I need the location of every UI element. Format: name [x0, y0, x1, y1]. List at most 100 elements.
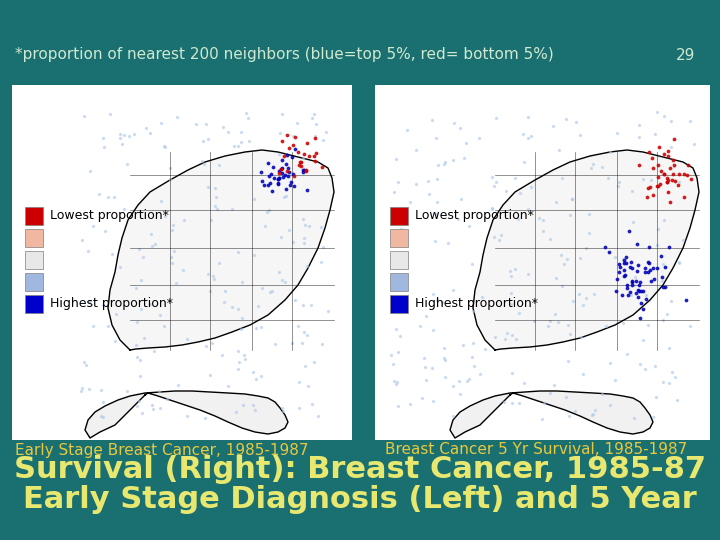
Point	[301, 331, 312, 340]
Point	[657, 377, 669, 386]
Point	[523, 133, 534, 142]
Point	[310, 132, 321, 140]
Point	[635, 287, 647, 295]
Point	[303, 151, 315, 160]
Text: Lowest proportion*: Lowest proportion*	[50, 210, 169, 222]
Point	[294, 158, 306, 166]
Point	[440, 356, 451, 364]
Point	[320, 127, 332, 136]
Point	[308, 151, 320, 160]
Point	[154, 310, 166, 319]
Point	[613, 267, 625, 276]
Point	[651, 181, 662, 190]
Point	[103, 322, 114, 330]
Point	[250, 375, 261, 383]
Point	[548, 380, 559, 389]
Point	[427, 289, 438, 298]
Point	[442, 238, 454, 247]
Point	[248, 194, 260, 203]
Point	[622, 291, 634, 299]
Point	[621, 284, 633, 292]
Point	[688, 140, 700, 149]
Point	[658, 111, 670, 120]
Point	[440, 158, 451, 166]
Point	[438, 344, 450, 353]
Point	[637, 287, 649, 296]
Point	[652, 173, 664, 181]
Point	[423, 190, 435, 199]
Point	[309, 157, 320, 166]
Point	[283, 167, 294, 176]
Point	[671, 396, 683, 405]
Point	[620, 253, 631, 262]
Point	[96, 397, 108, 406]
Point	[239, 355, 251, 363]
Point	[177, 266, 189, 274]
Point	[604, 400, 616, 409]
Point	[199, 414, 211, 422]
Point	[430, 237, 441, 245]
Point	[204, 287, 215, 295]
Point	[654, 252, 666, 260]
Point	[665, 164, 676, 173]
Point	[633, 161, 644, 170]
Point	[303, 222, 315, 231]
Point	[504, 267, 516, 275]
Point	[618, 259, 630, 268]
Point	[657, 282, 669, 291]
Point	[202, 183, 213, 191]
Point	[564, 330, 576, 339]
Point	[466, 353, 477, 361]
Point	[262, 159, 274, 167]
Point	[405, 400, 416, 409]
Point	[250, 324, 261, 333]
Point	[667, 170, 678, 179]
Point	[637, 305, 649, 313]
Point	[109, 337, 121, 346]
Point	[216, 350, 228, 359]
Point	[649, 130, 661, 138]
Point	[667, 368, 678, 376]
Point	[123, 132, 135, 140]
Point	[649, 361, 661, 370]
Point	[453, 377, 464, 386]
Point	[490, 333, 501, 341]
Point	[395, 225, 407, 233]
Point	[259, 222, 271, 231]
Point	[148, 347, 159, 355]
Point	[457, 341, 469, 349]
Point	[597, 389, 608, 398]
Point	[248, 251, 260, 260]
Point	[145, 229, 157, 238]
Point	[387, 359, 399, 368]
Point	[315, 222, 327, 231]
Point	[553, 318, 564, 326]
Point	[297, 166, 308, 174]
Point	[298, 150, 310, 159]
Point	[489, 182, 500, 191]
Point	[121, 386, 132, 395]
Point	[522, 112, 534, 121]
Point	[266, 287, 278, 295]
Point	[634, 120, 645, 129]
Point	[272, 174, 284, 183]
Point	[678, 170, 690, 179]
Point	[661, 174, 672, 183]
Point	[476, 293, 487, 301]
Point	[310, 133, 321, 142]
Point	[280, 192, 292, 200]
Point	[392, 347, 404, 356]
Point	[509, 174, 521, 183]
Point	[276, 164, 288, 172]
Point	[233, 346, 244, 355]
Point	[292, 321, 304, 330]
Point	[620, 259, 631, 267]
Point	[300, 166, 312, 174]
Point	[618, 256, 630, 265]
Point	[81, 361, 92, 369]
Point	[209, 183, 220, 192]
Point	[228, 142, 240, 151]
Point	[455, 195, 467, 204]
Point	[282, 151, 293, 159]
Point	[310, 148, 322, 157]
